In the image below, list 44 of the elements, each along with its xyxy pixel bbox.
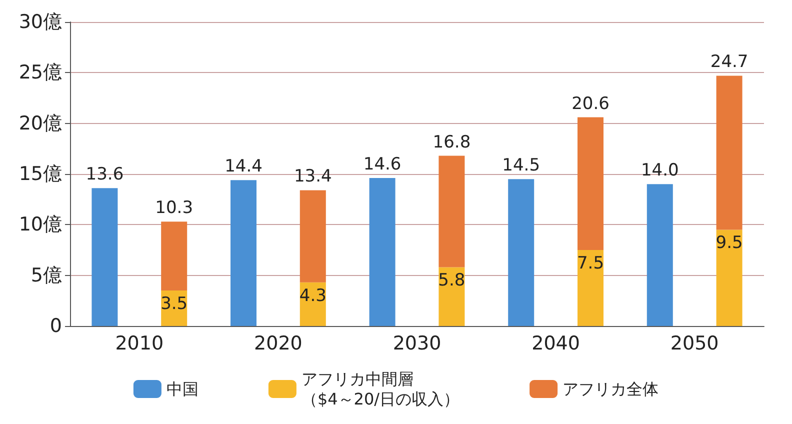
data-label: 4.3 (299, 286, 326, 306)
legend-label: 中国 (166, 380, 198, 398)
bar (716, 76, 742, 230)
y-tick-label: 15億 (18, 163, 62, 185)
bar (369, 178, 396, 326)
legend-label: アフリカ全体 (562, 380, 659, 398)
bar (300, 190, 326, 282)
total-label: 10.3 (155, 198, 194, 218)
data-label: 7.5 (576, 254, 604, 274)
y-tick-label: 0 (50, 315, 62, 337)
bar (578, 117, 604, 250)
data-label: 14.4 (224, 156, 262, 177)
bar (578, 250, 604, 326)
bar (230, 180, 256, 326)
total-label: 20.6 (572, 94, 610, 114)
total-label: 16.8 (432, 132, 471, 152)
bar (92, 188, 118, 326)
y-tick-label: 10億 (18, 214, 62, 236)
x-tick-label: 2030 (392, 332, 442, 354)
data-label: 13.6 (86, 164, 124, 185)
x-tick-label: 2010 (115, 332, 164, 354)
data-label: 9.5 (716, 233, 743, 254)
bar (438, 156, 465, 268)
x-tick-label: 2020 (254, 332, 302, 354)
total-label: 13.4 (294, 166, 332, 187)
y-tick-label: 25億 (18, 62, 62, 84)
bar (161, 222, 188, 291)
data-label: 14.5 (502, 156, 540, 176)
data-label: 5.8 (438, 270, 466, 291)
bar (716, 230, 742, 326)
bar (508, 179, 534, 326)
data-label: 3.5 (160, 294, 188, 314)
data-label: 14.6 (363, 154, 402, 175)
data-label: 14.0 (640, 160, 679, 181)
total-label: 24.7 (710, 52, 748, 72)
y-tick-label: 20億 (18, 112, 62, 134)
bar (300, 282, 326, 326)
bar (438, 267, 465, 326)
y-tick-label: 30億 (18, 11, 62, 33)
x-tick-label: 2040 (532, 332, 580, 354)
legend-label: アフリカ中間層（$4～20/日の収入） (301, 370, 460, 408)
x-tick-label: 2050 (670, 332, 719, 354)
y-tick-label: 5億 (30, 264, 62, 286)
bar (646, 184, 673, 326)
